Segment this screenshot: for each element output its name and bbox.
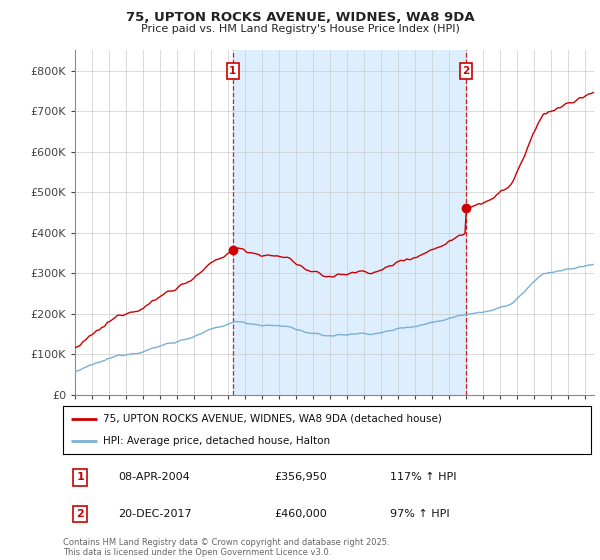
Text: 2: 2 (76, 508, 84, 519)
Text: 20-DEC-2017: 20-DEC-2017 (118, 508, 192, 519)
Text: 1: 1 (76, 473, 84, 483)
Text: 117% ↑ HPI: 117% ↑ HPI (391, 473, 457, 483)
Text: 75, UPTON ROCKS AVENUE, WIDNES, WA8 9DA (detached house): 75, UPTON ROCKS AVENUE, WIDNES, WA8 9DA … (103, 414, 442, 424)
Text: HPI: Average price, detached house, Halton: HPI: Average price, detached house, Halt… (103, 436, 330, 446)
Text: 97% ↑ HPI: 97% ↑ HPI (391, 508, 450, 519)
Text: 75, UPTON ROCKS AVENUE, WIDNES, WA8 9DA: 75, UPTON ROCKS AVENUE, WIDNES, WA8 9DA (125, 11, 475, 24)
Text: £356,950: £356,950 (274, 473, 327, 483)
Text: Contains HM Land Registry data © Crown copyright and database right 2025.
This d: Contains HM Land Registry data © Crown c… (63, 538, 389, 557)
Bar (233, 50, 466, 395)
Text: 1: 1 (229, 66, 236, 76)
Text: 2: 2 (462, 66, 469, 76)
Text: Price paid vs. HM Land Registry's House Price Index (HPI): Price paid vs. HM Land Registry's House … (140, 24, 460, 34)
Text: 08-APR-2004: 08-APR-2004 (118, 473, 190, 483)
Text: £460,000: £460,000 (274, 508, 327, 519)
